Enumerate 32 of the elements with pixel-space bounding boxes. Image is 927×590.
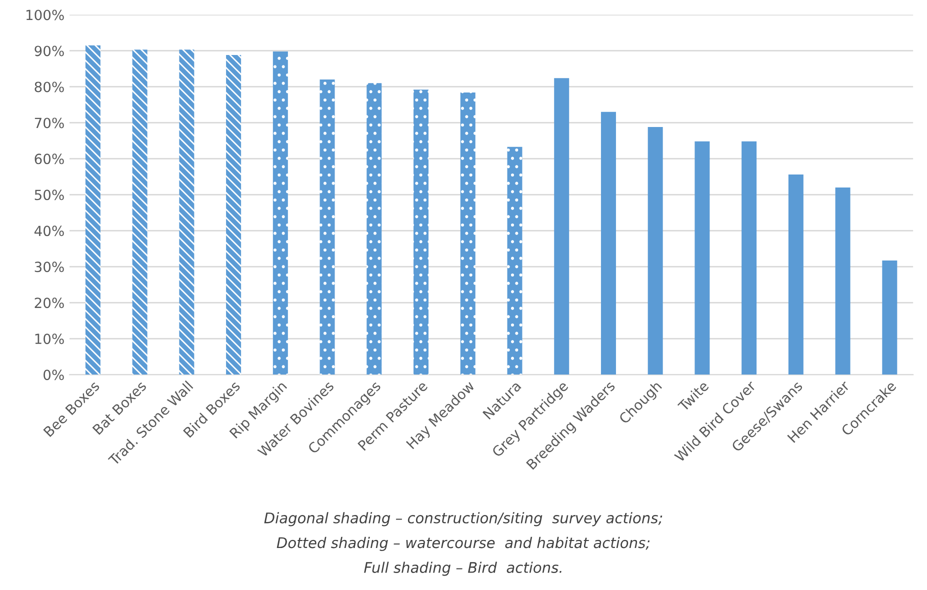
bar [272, 51, 288, 375]
y-tick-label: 60% [34, 154, 64, 164]
bar [320, 80, 335, 375]
y-tick-label: 40% [34, 226, 64, 236]
bar [835, 188, 850, 375]
bar [179, 50, 194, 375]
y-tick-label: 80% [34, 82, 64, 92]
y-tick-label: 0% [44, 370, 64, 380]
bar [366, 83, 382, 375]
bar [414, 90, 429, 375]
text: Diagonal shading – construction/siting survey actions; [264, 512, 662, 526]
y-tick-label: 100% [26, 10, 64, 20]
bar [694, 141, 710, 375]
bar [132, 50, 148, 375]
y-tick-label: 20% [34, 298, 64, 308]
bar [648, 127, 663, 375]
bar [554, 78, 570, 375]
bar [882, 260, 898, 375]
bar [460, 92, 476, 375]
y-tick-label: 70% [34, 118, 64, 128]
bar [600, 112, 616, 375]
bar [788, 174, 804, 375]
bar [507, 146, 522, 375]
y-tick-label: 30% [34, 262, 64, 272]
text: Full shading – Bird actions. [364, 562, 562, 576]
bar [85, 45, 100, 375]
bar [226, 55, 242, 375]
text: Dotted shading – watercourse and habitat actions; [276, 536, 650, 552]
y-tick-label: 10% [35, 334, 64, 344]
bar [742, 141, 757, 375]
y-tick-label: 50% [34, 190, 64, 200]
y-tick-label: 90% [34, 46, 64, 56]
